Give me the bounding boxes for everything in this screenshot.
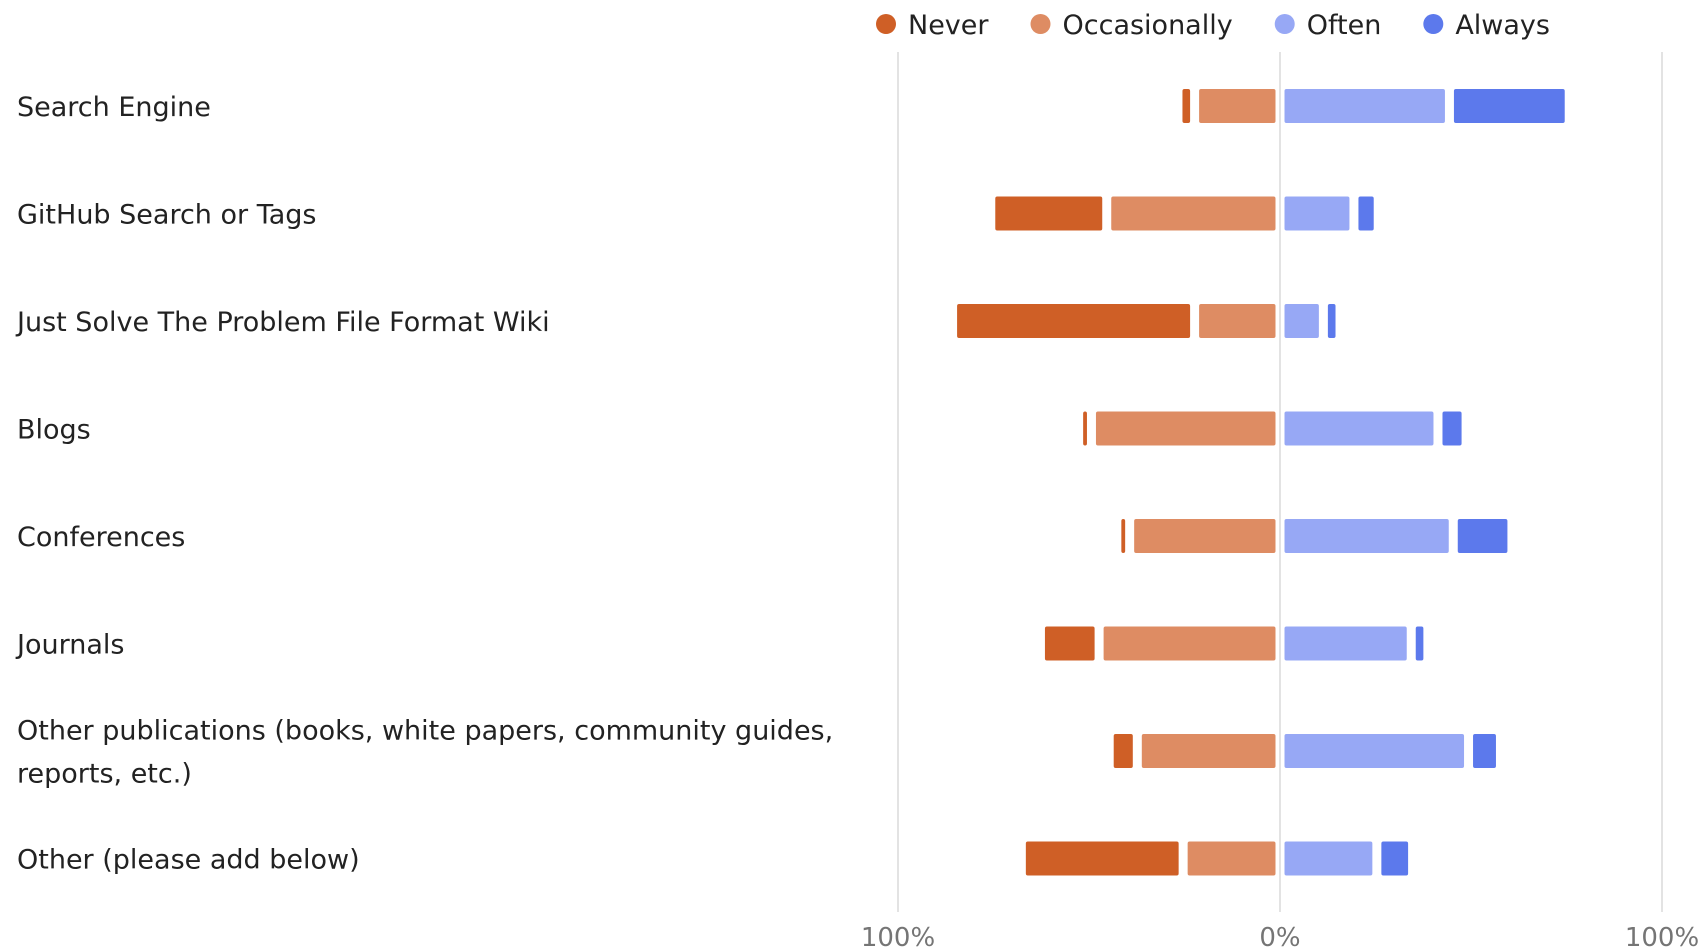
bar-occasionally-5 — [1103, 626, 1276, 661]
category-label: GitHub Search or Tags — [17, 200, 316, 231]
legend-marker-occasionally — [1030, 14, 1051, 34]
bar-often-1 — [1284, 196, 1350, 231]
category-label: Other publications (books, white papers,… — [17, 716, 833, 790]
x-axis-ticks: 100% 0% 100% — [861, 923, 1699, 952]
bar-never-6 — [1113, 734, 1133, 768]
bar-often-3 — [1284, 411, 1434, 446]
bar-never-4 — [1121, 519, 1126, 553]
bar-always-6 — [1473, 734, 1496, 768]
bar-often-5 — [1284, 626, 1407, 661]
bar-often-4 — [1284, 519, 1449, 553]
bars — [957, 89, 1565, 876]
bar-never-5 — [1044, 626, 1095, 661]
legend-label-always: Always — [1455, 10, 1550, 41]
bar-occasionally-0 — [1199, 89, 1276, 123]
category-label: Just Solve The Problem File Format Wiki — [15, 307, 550, 338]
x-tick-label: 0% — [1259, 923, 1300, 952]
bar-always-1 — [1358, 196, 1374, 231]
bar-always-2 — [1327, 304, 1336, 338]
legend: Never Occasionally Often Always — [876, 10, 1550, 41]
bar-occasionally-2 — [1199, 304, 1276, 338]
bar-always-5 — [1415, 626, 1424, 661]
bar-occasionally-6 — [1141, 734, 1276, 768]
bar-often-6 — [1284, 734, 1465, 768]
legend-label-never: Never — [908, 10, 989, 41]
bar-occasionally-3 — [1095, 411, 1276, 446]
bar-never-0 — [1182, 89, 1191, 123]
bar-often-0 — [1284, 89, 1445, 123]
category-label-line: Conferences — [17, 522, 185, 553]
bar-never-2 — [957, 304, 1191, 338]
bar-never-3 — [1083, 411, 1087, 446]
bar-occasionally-1 — [1111, 196, 1276, 231]
bar-often-7 — [1284, 841, 1373, 876]
legend-label-often: Often — [1307, 10, 1382, 41]
legend-label-occasionally: Occasionally — [1063, 10, 1233, 41]
x-tick-label: 100% — [1625, 923, 1699, 952]
bar-never-1 — [995, 196, 1103, 231]
category-label-line: Search Engine — [17, 92, 211, 123]
category-labels: Search Engine GitHub Search or Tags Just S… — [15, 92, 833, 876]
x-tick-label: 100% — [861, 923, 935, 952]
category-label-line: Blogs — [17, 415, 91, 446]
bar-never-7 — [1025, 841, 1179, 876]
category-label: Conferences — [17, 522, 185, 553]
bar-occasionally-4 — [1134, 519, 1276, 553]
category-label: Other (please add below) — [17, 845, 360, 876]
bar-always-7 — [1381, 841, 1409, 876]
legend-marker-often — [1274, 14, 1295, 34]
bar-always-4 — [1457, 519, 1508, 553]
bar-always-3 — [1442, 411, 1462, 446]
category-label-line: Just Solve The Problem File Format Wiki — [15, 307, 550, 338]
category-label: Journals — [15, 630, 124, 661]
legend-marker-never — [876, 14, 896, 34]
bar-occasionally-7 — [1187, 841, 1276, 876]
gridlines — [897, 52, 1663, 912]
category-label: Search Engine — [17, 92, 211, 123]
category-label-line: reports, etc.) — [17, 759, 192, 790]
category-label: Blogs — [17, 415, 91, 446]
category-label-line: Other (please add below) — [17, 845, 360, 876]
category-label-line: Other publications (books, white papers,… — [17, 716, 833, 747]
category-label-line: Journals — [15, 630, 124, 661]
category-label-line: GitHub Search or Tags — [17, 200, 316, 231]
bar-always-0 — [1453, 89, 1565, 123]
legend-marker-always — [1423, 14, 1444, 34]
bar-often-2 — [1284, 304, 1319, 338]
